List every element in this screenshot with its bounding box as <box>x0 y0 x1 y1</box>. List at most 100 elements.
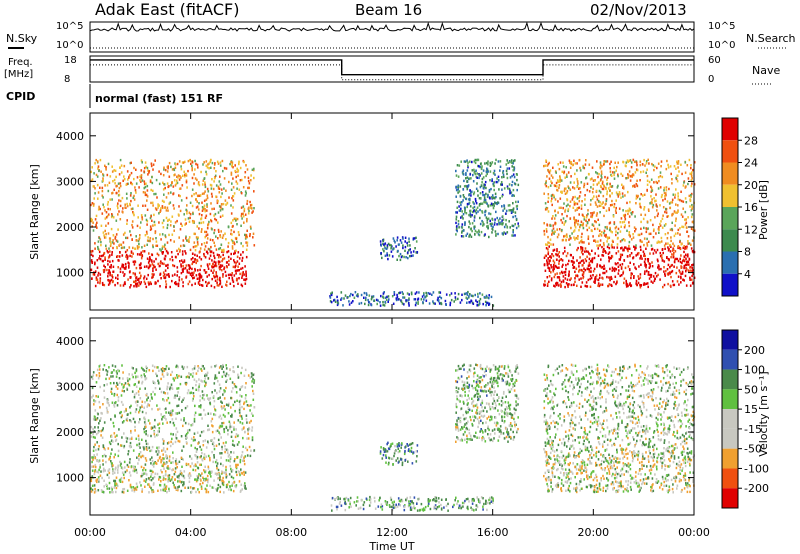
scatter-cell <box>619 253 622 256</box>
scatter-cell <box>161 449 163 452</box>
scatter-cell <box>651 201 653 204</box>
scatter-cell <box>106 473 109 477</box>
scatter-cell <box>99 238 102 241</box>
scatter-cell <box>608 283 611 286</box>
scatter-cell <box>472 206 474 210</box>
scatter-cell <box>94 162 96 165</box>
scatter-cell <box>658 179 660 183</box>
scatter-cell <box>198 366 200 370</box>
scatter-cell <box>95 432 98 436</box>
scatter-cell <box>205 214 208 217</box>
scatter-cell <box>585 159 587 162</box>
scatter-cell <box>553 217 556 220</box>
scatter-cell <box>232 199 235 202</box>
scatter-cell <box>98 169 100 173</box>
scatter-cell <box>199 434 202 437</box>
scatter-cell <box>220 417 223 420</box>
scatter-cell <box>117 399 120 402</box>
scatter-cell <box>176 175 178 178</box>
scatter-cell <box>148 239 150 243</box>
scatter-cell <box>118 199 120 202</box>
scatter-cell <box>561 190 563 193</box>
scatter-cell <box>206 194 209 197</box>
scatter-cell <box>556 283 558 287</box>
scatter-cell <box>106 203 109 206</box>
scatter-cell <box>110 227 113 231</box>
scatter-cell <box>219 387 222 390</box>
scatter-cell <box>502 171 504 174</box>
scatter-cell <box>627 190 629 194</box>
scatter-cell <box>661 256 663 260</box>
scatter-cell <box>215 170 217 173</box>
scatter-cell <box>399 252 402 256</box>
scatter-cell <box>235 217 237 220</box>
scatter-cell <box>609 189 611 192</box>
scatter-cell <box>611 269 614 272</box>
scatter-cell <box>645 160 648 163</box>
scatter-cell <box>557 163 559 166</box>
scatter-cell <box>484 233 486 236</box>
scatter-cell <box>153 425 156 428</box>
scatter-cell <box>169 224 172 227</box>
scatter-cell <box>414 298 417 301</box>
scatter-cell <box>163 467 165 470</box>
scatter-cell <box>478 233 481 237</box>
scatter-cell <box>545 208 548 211</box>
scatter-cell <box>140 177 143 180</box>
scatter-cell <box>112 180 114 183</box>
scatter-cell <box>652 275 655 278</box>
scatter-cell <box>617 231 619 235</box>
scatter-cell <box>629 268 631 272</box>
scatter-cell <box>195 480 198 483</box>
scatter-cell <box>160 260 162 263</box>
scatter-cell <box>147 273 149 277</box>
scatter-cell <box>91 202 94 205</box>
scatter-cell <box>232 195 235 198</box>
scatter-cell <box>640 227 642 230</box>
scatter-cell <box>113 392 116 396</box>
scatter-cell <box>109 491 111 494</box>
scatter-cell <box>459 209 462 212</box>
scatter-cell <box>689 198 691 201</box>
scatter-cell <box>205 280 207 284</box>
scatter-cell <box>660 195 663 199</box>
scatter-cell <box>185 432 188 436</box>
scatter-cell <box>663 266 665 269</box>
scatter-cell <box>103 269 106 272</box>
scatter-cell <box>643 254 645 257</box>
scatter-cell <box>491 204 494 207</box>
scatter-cell <box>224 390 226 393</box>
scatter-cell <box>214 212 217 216</box>
scatter-cell <box>127 261 129 264</box>
scatter-cell <box>214 365 216 368</box>
scatter-cell <box>204 271 207 274</box>
scatter-cell <box>223 428 225 431</box>
scatter-cell <box>243 407 245 411</box>
scatter-cell <box>90 490 93 493</box>
scatter-cell <box>470 235 473 238</box>
scatter-cell <box>477 189 479 193</box>
scatter-cell <box>664 274 666 277</box>
scatter-cell <box>233 370 235 373</box>
scatter-cell <box>656 214 659 218</box>
scatter-cell <box>200 479 202 482</box>
scatter-cell <box>459 301 462 304</box>
scatter-cell <box>386 244 389 247</box>
scatter-cell <box>671 182 673 185</box>
scatter-cell <box>467 161 469 164</box>
scatter-cell <box>547 235 549 239</box>
scatter-cell <box>128 471 131 474</box>
scatter-cell <box>683 279 685 282</box>
scatter-cell <box>105 166 107 169</box>
scatter-cell <box>481 210 483 213</box>
scatter-cell <box>383 245 386 248</box>
scatter-cell <box>469 233 471 237</box>
scatter-cell <box>477 158 480 162</box>
scatter-cell <box>657 273 659 277</box>
scatter-cell <box>187 169 189 173</box>
scatter-cell <box>545 180 547 183</box>
scatter-cell <box>598 172 600 176</box>
scatter-cell <box>568 238 570 241</box>
scatter-cell <box>128 479 130 482</box>
scatter-cell <box>202 208 204 211</box>
